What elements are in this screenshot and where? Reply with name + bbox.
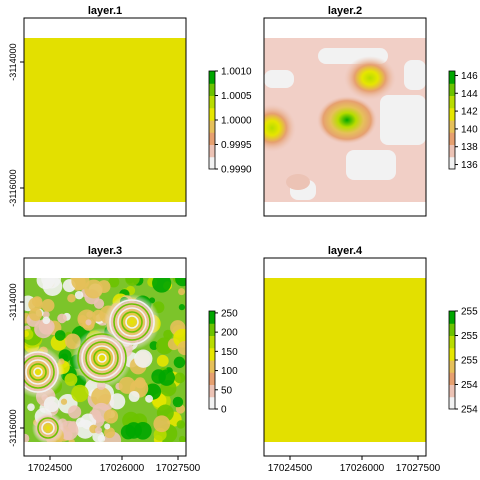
legend-colorbar <box>208 70 216 170</box>
legend-tick-label: 1.0010 <box>221 67 252 78</box>
legend-colorbar <box>448 310 456 410</box>
panel-2: layer.2 146 144 142 140 138 136 <box>263 5 478 217</box>
x-tick-label: 17027500 <box>396 463 441 474</box>
y-tick-label: -3114000 <box>8 43 18 80</box>
legend-colorbar <box>448 70 456 170</box>
raster-fill <box>24 38 186 202</box>
panel-4: layer.4 17024500 17026000 17027500 255 255 255… <box>263 245 478 474</box>
legend-tick-label: 50 <box>221 385 233 396</box>
legend-tick-label: 254 <box>461 380 478 391</box>
raster-fill <box>24 278 186 442</box>
y-tick-label: -3116000 <box>8 409 18 446</box>
x-tick-label: 17026000 <box>100 463 145 474</box>
legend-tick-label: 200 <box>221 328 238 339</box>
raster-fill <box>264 38 426 202</box>
legend-tick-label: 0 <box>221 405 227 416</box>
x-tick-label: 17024500 <box>268 463 313 474</box>
legend-tick-label: 150 <box>221 347 238 358</box>
y-tick-label: -3114000 <box>8 283 18 320</box>
legend-tick-label: 250 <box>221 308 238 319</box>
legend-tick-label: 0.9990 <box>221 165 252 176</box>
legend-tick-label: 138 <box>461 142 478 153</box>
legend-tick-label: 140 <box>461 124 478 135</box>
legend-tick-label: 255 <box>461 356 478 367</box>
legend-tick-label: 255 <box>461 331 478 342</box>
x-tick-label: 17024500 <box>28 463 73 474</box>
panel-3: layer.3 -3114000 -3116000 17024500 17026000 1… <box>8 245 238 474</box>
legend-tick-label: 100 <box>221 366 238 377</box>
x-tick-label: 17026000 <box>340 463 385 474</box>
legend-tick-label: 144 <box>461 89 478 100</box>
panel-title: layer.2 <box>328 5 362 17</box>
legend-tick-label: 254 <box>461 405 478 416</box>
panel-frame <box>263 17 427 217</box>
legend-tick-label: 0.9995 <box>221 140 252 151</box>
x-tick-label: 17027500 <box>156 463 201 474</box>
legend-tick-label: 136 <box>461 160 478 171</box>
panel-title: layer.4 <box>328 245 363 257</box>
panel-frame <box>23 257 187 457</box>
legend-tick-label: 255 <box>461 307 478 318</box>
legend-colorbar <box>208 310 216 410</box>
panel-1: layer.1 -3114000 -3116000 1.0010 1.0005 1.000… <box>8 5 252 217</box>
raster-fill <box>264 278 426 442</box>
legend-tick-label: 146 <box>461 71 478 82</box>
panel-title: layer.1 <box>88 5 122 17</box>
legend-tick-label: 1.0000 <box>221 116 252 127</box>
legend-tick-label: 1.0005 <box>221 91 252 102</box>
panel-frame <box>23 17 187 217</box>
panel-title: layer.3 <box>88 245 122 257</box>
panel-frame <box>263 257 427 457</box>
y-tick-label: -3116000 <box>8 169 18 206</box>
legend-tick-label: 142 <box>461 107 478 118</box>
